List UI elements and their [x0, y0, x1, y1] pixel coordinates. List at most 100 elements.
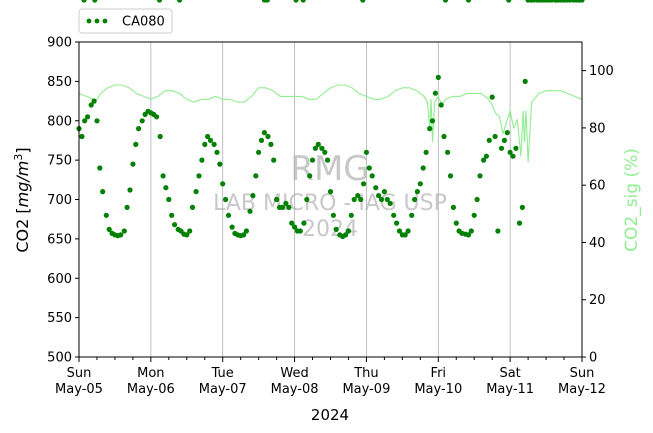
co2-point [373, 185, 379, 191]
co2-point [82, 118, 88, 124]
co2-point [345, 228, 352, 234]
co2-point [501, 137, 507, 143]
co2-point [94, 118, 100, 124]
co2-point [465, 232, 472, 238]
co2-point [297, 228, 303, 234]
co2-point [309, 157, 316, 163]
co2-point [79, 133, 85, 140]
co2-point [88, 102, 94, 108]
x-tick-day: Sat [499, 366, 520, 381]
co2-point [85, 114, 91, 120]
co2-point [333, 226, 339, 232]
y2-tick-label: 20 [589, 293, 606, 308]
co2-point [363, 149, 369, 155]
co2-point [211, 141, 217, 147]
co2-point [414, 189, 420, 195]
y-tick-label: 900 [47, 36, 72, 51]
x-tick-date: May-12 [558, 382, 606, 397]
co2-point [166, 196, 172, 203]
co2-point [427, 126, 433, 132]
co2-point [506, 0, 512, 3]
y-axis-label-base: CO2 [ [13, 207, 32, 252]
co2-point [205, 133, 211, 140]
co2-point [92, 0, 98, 3]
co2-point [477, 173, 483, 179]
co2-point [519, 204, 526, 210]
co2-point [441, 133, 447, 140]
x-tick-day: Sun [67, 366, 92, 381]
co2-point [453, 220, 459, 226]
co2-point [409, 212, 415, 218]
co2-point [361, 181, 367, 187]
x-axis-label: 2024 [311, 406, 349, 424]
co2-series [76, 0, 585, 240]
co2-point [169, 212, 175, 218]
co2-point [229, 224, 235, 230]
y-tick-label: 750 [47, 154, 72, 169]
x-tick-date: May-07 [199, 382, 247, 397]
co2-point [420, 165, 426, 171]
co2-point [97, 165, 103, 171]
co2-point [268, 141, 274, 147]
grid [150, 42, 511, 357]
co2-point [247, 208, 253, 214]
co2-point [358, 196, 364, 203]
co2-point [103, 212, 109, 218]
co2-point [402, 232, 408, 238]
co2-point [510, 153, 516, 159]
x-tick-date: May-06 [127, 382, 175, 397]
co2-point [289, 220, 295, 226]
x-tick-day: Fri [431, 366, 447, 381]
co2-point [412, 196, 418, 203]
y2-axis-label: CO2_sig (%) [622, 148, 642, 252]
co2-point [513, 145, 519, 151]
co2-point [322, 149, 328, 155]
y-axis-label-close: ] [13, 147, 32, 153]
x-tick-day: Tue [211, 366, 234, 381]
co2-point [225, 212, 232, 218]
co2-point [91, 98, 97, 104]
co2-point [133, 141, 139, 147]
co2-point [330, 212, 336, 218]
co2-point [325, 157, 331, 163]
co2-point [381, 189, 387, 195]
co2-point [312, 145, 318, 151]
y-tick-label: 600 [47, 272, 72, 287]
y-tick-label: 500 [47, 351, 72, 366]
co2-point [265, 133, 271, 140]
right-y-ticks: 0 20 40 60 80 100 [582, 64, 614, 366]
co2-point [258, 137, 265, 143]
co2-point [447, 173, 454, 179]
co2-point [256, 149, 262, 155]
co2-point [196, 173, 202, 179]
co2-point [250, 193, 256, 199]
co2-point [492, 133, 498, 140]
co2-point [507, 149, 513, 155]
co2-point [343, 232, 349, 238]
y-tick-label: 800 [47, 114, 72, 129]
co2-point [207, 137, 214, 143]
y-tick-label: 700 [47, 193, 72, 208]
x-tick-date: May-11 [486, 382, 534, 397]
co2-point [261, 130, 267, 136]
co2-point [127, 187, 133, 193]
co2-point [315, 141, 321, 147]
co2-point [438, 102, 444, 108]
co2-point [522, 78, 528, 84]
co2-point [106, 226, 112, 232]
co2-point [394, 220, 400, 226]
co2-point [293, 0, 299, 3]
co2-point [81, 0, 87, 3]
co2-point [283, 200, 289, 206]
co2-point [366, 165, 372, 171]
legend: CA080 [78, 8, 173, 34]
co2-point [271, 157, 277, 163]
co2-point [163, 185, 169, 191]
co2-point [376, 193, 382, 199]
co2-point [217, 161, 223, 167]
co2-point [554, 0, 560, 3]
co2-point [429, 118, 436, 124]
co2-point [223, 196, 229, 203]
co2-point [100, 189, 106, 195]
co2-point [307, 173, 313, 179]
